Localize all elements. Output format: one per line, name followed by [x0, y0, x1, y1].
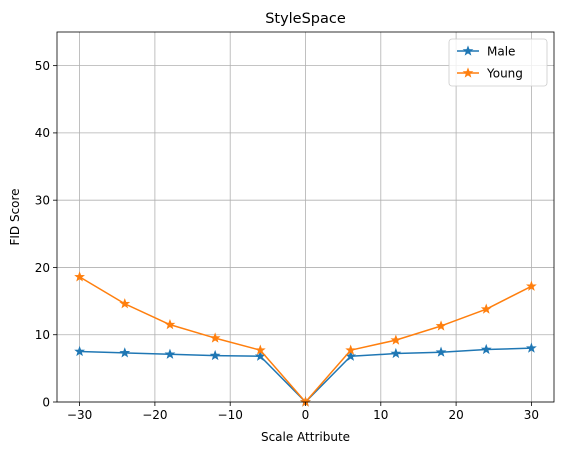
x-tick-label: −30: [67, 408, 92, 422]
x-tick-label: 0: [302, 408, 310, 422]
legend-marker-male: [462, 45, 474, 56]
data-point-young: [526, 280, 537, 291]
x-tick-label: 10: [373, 408, 388, 422]
x-tick-label: 30: [524, 408, 539, 422]
data-point-male: [164, 348, 176, 359]
y-tick-label: 40: [35, 126, 50, 140]
y-tick-label: 20: [35, 261, 50, 275]
y-tick-label: 0: [42, 395, 50, 409]
data-point-male: [526, 342, 537, 353]
data-point-male: [390, 347, 402, 359]
legend-label-male: Male: [487, 44, 515, 58]
x-tick-label: 20: [448, 408, 463, 422]
data-point-young: [345, 344, 357, 355]
ticks: −30 −20 −10 0 10 20 30 0 10 20 30 40 50: [35, 59, 539, 422]
x-axis-label: Scale Attribute: [261, 430, 350, 444]
data-point-male: [119, 347, 131, 358]
legend-marker-young: [462, 67, 474, 78]
data-point-male: [480, 343, 492, 355]
data-point-young: [480, 303, 492, 314]
data-point-young: [254, 344, 266, 355]
y-tick-label: 50: [35, 59, 50, 73]
data-point-male: [74, 345, 85, 357]
data-point-young: [74, 271, 85, 282]
x-tick-label: −20: [142, 408, 167, 422]
y-tick-label: 10: [35, 328, 50, 342]
y-tick-label: 30: [35, 193, 50, 207]
data-point-young: [119, 298, 131, 309]
data-point-young: [164, 318, 176, 330]
data-point-young: [390, 334, 402, 345]
data-point-male: [435, 346, 447, 357]
legend-label-young: Young: [486, 66, 523, 80]
y-axis-label: FID Score: [8, 188, 22, 245]
chart-title: StyleSpace: [265, 11, 346, 27]
data-point-young: [435, 320, 447, 331]
x-tick-label: −10: [218, 408, 243, 422]
data-point-young: [209, 332, 221, 343]
data-point-male: [209, 349, 221, 361]
legend: Male Young: [448, 38, 548, 87]
